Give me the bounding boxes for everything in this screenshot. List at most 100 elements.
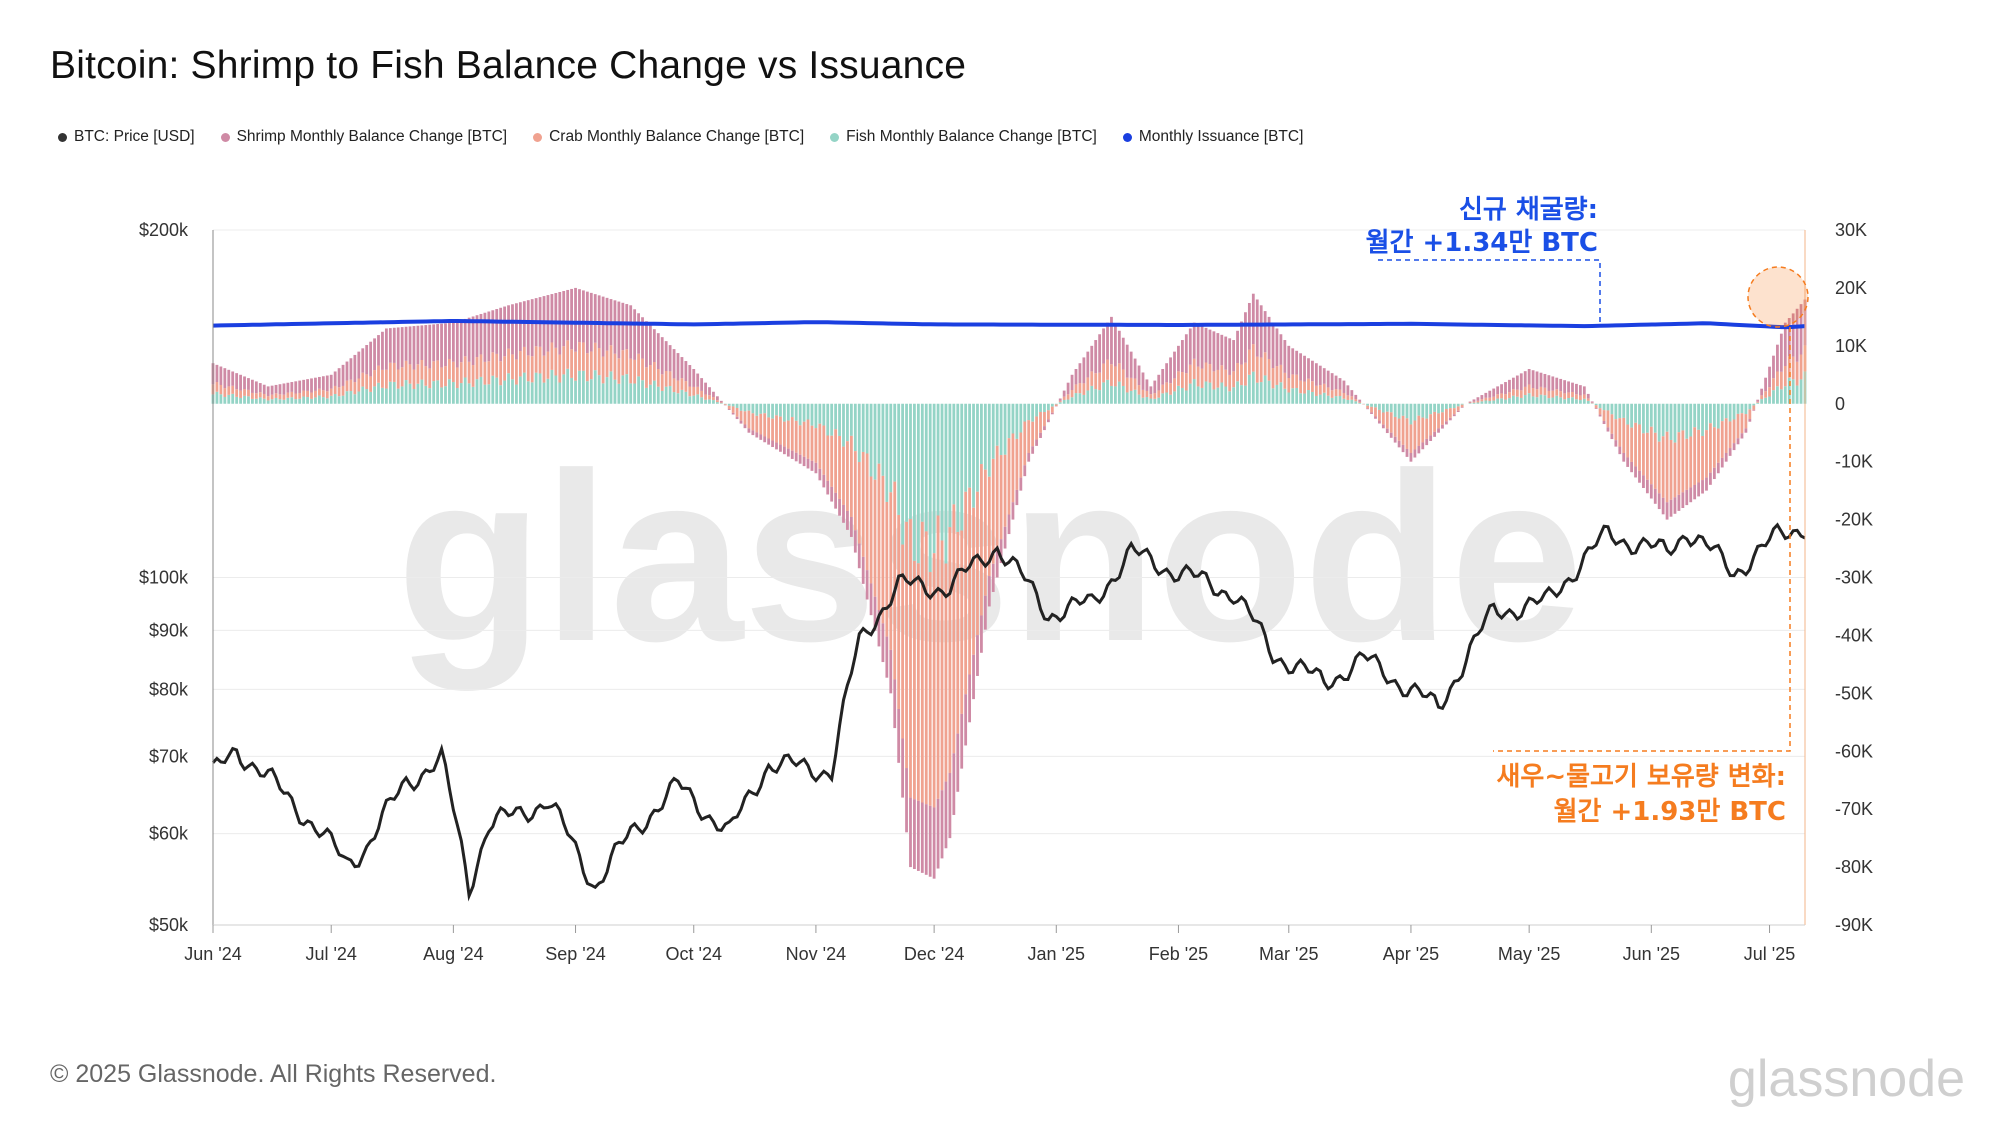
bar-crab <box>1023 421 1027 466</box>
bar-crab <box>239 390 242 398</box>
bar-fish <box>719 403 723 404</box>
bar-fish <box>1634 403 1637 423</box>
bar-crab <box>365 374 369 390</box>
bar-fish <box>302 396 306 404</box>
bar-fish <box>388 381 392 404</box>
bar-shrimp <box>1421 442 1425 450</box>
bar-crab <box>511 354 514 380</box>
bar-shrimp <box>1535 371 1539 390</box>
bar-shrimp <box>1121 337 1125 370</box>
legend-item-shrimp[interactable]: Shrimp Monthly Balance Change [BTC] <box>220 128 507 146</box>
bar-shrimp <box>515 303 518 360</box>
bar-crab <box>1677 432 1681 495</box>
bar-shrimp <box>1480 395 1484 400</box>
bar-shrimp <box>810 460 814 471</box>
bar-fish <box>262 398 266 404</box>
bar-shrimp <box>1291 348 1295 375</box>
bar-shrimp <box>727 409 731 410</box>
bar-crab <box>637 353 640 377</box>
bar-crab <box>416 364 420 384</box>
bar-fish <box>1547 398 1551 404</box>
bar-fish <box>404 380 408 404</box>
bar-shrimp <box>1425 438 1429 446</box>
bar-fish <box>444 386 447 404</box>
bar-crab <box>877 463 881 611</box>
bar-shrimp <box>1693 484 1697 500</box>
bar-crab <box>656 369 660 387</box>
bar-shrimp <box>1456 410 1460 413</box>
bar-crab <box>1630 427 1634 462</box>
bar-fish <box>822 403 826 426</box>
bar-fish <box>345 391 349 404</box>
bar-fish <box>377 382 380 404</box>
axes: $200k $100k $90k $80k $70k $60k $50k 30K 20K 10K 0… <box>139 220 1873 964</box>
bar-crab <box>219 384 223 395</box>
legend-item-price[interactable]: BTC: Price [USD] <box>58 128 195 146</box>
bar-shrimp <box>1677 494 1681 511</box>
right-axis-tick-label: 20K <box>1835 278 1867 298</box>
bar-shrimp <box>1799 304 1803 355</box>
bar-shrimp <box>763 436 767 443</box>
bar-shrimp <box>1295 350 1299 375</box>
bar-crab <box>782 421 786 447</box>
bar-crab <box>893 481 897 680</box>
bar-fish <box>1500 398 1503 404</box>
bar-fish <box>1673 403 1677 443</box>
bar-crab <box>1634 422 1637 467</box>
bar-fish <box>215 391 219 404</box>
bar-fish <box>704 399 707 404</box>
bar-shrimp <box>1764 377 1767 392</box>
bar-fish <box>550 369 554 404</box>
bar-shrimp <box>1756 399 1760 402</box>
bar-fish <box>1023 403 1027 422</box>
bar-fish <box>680 389 684 404</box>
bar-fish <box>877 403 881 464</box>
bar-shrimp <box>731 412 735 415</box>
bar-crab <box>1326 387 1330 396</box>
bar-shrimp <box>1602 420 1606 425</box>
bar-shrimp <box>1661 497 1665 515</box>
bar-shrimp <box>802 456 806 467</box>
bar-shrimp <box>1476 397 1480 401</box>
bar-shrimp <box>1716 462 1720 474</box>
bar-crab <box>865 453 869 571</box>
bar-crab <box>826 435 830 481</box>
bar-shrimp <box>1129 351 1133 378</box>
bar-shrimp <box>329 374 333 389</box>
bar-shrimp <box>838 498 841 516</box>
bar-fish <box>1630 403 1634 428</box>
bar-crab <box>1500 393 1503 399</box>
bar-fish <box>1216 387 1220 404</box>
issuance-line <box>212 319 1806 330</box>
bar-crab <box>1078 383 1082 394</box>
bar-shrimp <box>952 753 956 815</box>
bar-shrimp <box>1598 414 1602 417</box>
bar-crab <box>814 428 818 463</box>
bar-fish <box>999 403 1003 456</box>
bar-crab <box>995 445 999 552</box>
bar-shrimp <box>526 300 530 356</box>
bar-crab <box>266 396 270 401</box>
bar-fish <box>448 379 451 404</box>
bar-shrimp <box>995 551 999 578</box>
bar-fish <box>1697 403 1701 430</box>
bar-fish <box>1184 390 1188 404</box>
bar-shrimp <box>684 361 688 382</box>
bar-crab <box>1563 393 1567 400</box>
legend-item-fish[interactable]: Fish Monthly Balance Change [BTC] <box>830 128 1097 146</box>
legend-item-crab[interactable]: Crab Monthly Balance Change [BTC] <box>533 128 804 146</box>
bar-crab <box>708 395 711 400</box>
bar-shrimp <box>1515 375 1519 390</box>
bar-crab <box>1508 392 1511 399</box>
bar-fish <box>1161 393 1165 404</box>
bar-fish <box>1653 403 1657 433</box>
bar-shrimp <box>400 327 404 368</box>
bar-fish <box>1594 403 1598 406</box>
bar-shrimp <box>1322 368 1326 384</box>
bar-shrimp <box>247 378 250 390</box>
bar-shrimp <box>1311 360 1314 382</box>
bar-shrimp <box>1224 336 1228 370</box>
legend-item-issuance[interactable]: Monthly Issuance [BTC] <box>1122 128 1303 146</box>
bar-shrimp <box>1417 445 1421 454</box>
bar-fish <box>1441 403 1444 413</box>
